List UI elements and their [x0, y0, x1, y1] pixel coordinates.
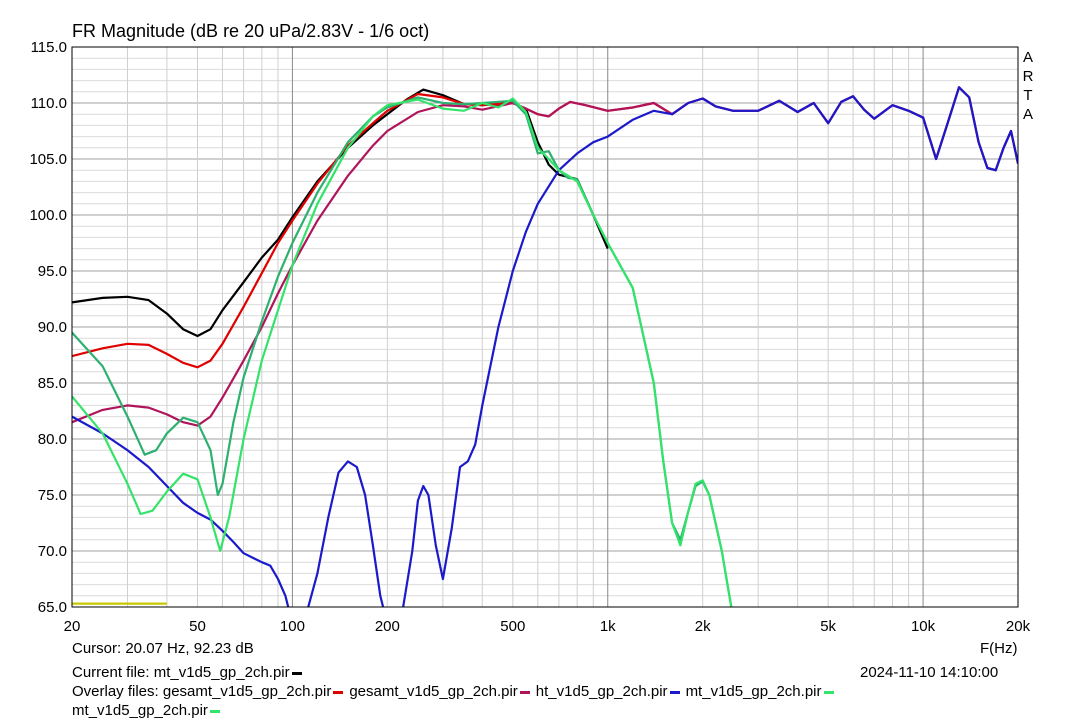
x-tick-label: 20 [64, 618, 81, 635]
y-tick-label: 65.0 [38, 599, 67, 616]
overlay-file-swatch [519, 690, 530, 694]
x-tick-label: 100 [280, 618, 305, 635]
y-tick-label: 85.0 [38, 375, 67, 392]
overlay-file-name: mt_v1d5_gp_2ch.pir [685, 683, 822, 700]
overlay-file-list: gesamt_v1d5_gp_2ch.pir gesamt_v1d5_gp_2ch… [163, 683, 840, 700]
arta-letter: T [1023, 87, 1033, 104]
current-file-swatch [291, 671, 302, 675]
current-file-label: Current file: mt_v1d5_gp_2ch.pir [72, 664, 290, 681]
overlay-file-name: gesamt_v1d5_gp_2ch.pir [162, 683, 332, 700]
tick-labels: 65.0 70.0 75.0 80.0 85.0 90.0 95.0 100.0 105.0 11… [29, 39, 1030, 635]
y-tick-label: 90.0 [38, 319, 67, 336]
x-tick-label: 20k [1006, 618, 1031, 635]
chart-title: FR Magnitude (dB re 20 uPa/2.83V - 1/6 o… [72, 21, 430, 41]
overlay-file-swatch [209, 709, 220, 713]
y-tick-label: 75.0 [38, 487, 67, 504]
overlay-files-label: Overlay files: [72, 683, 159, 700]
x-axis-label: F(Hz) [980, 640, 1018, 657]
series-line [72, 88, 609, 338]
arta-letter: A [1022, 106, 1033, 123]
arta-letter: A [1022, 49, 1033, 66]
plot-frame [71, 46, 1019, 608]
arta-brand: A R T A [1021, 48, 1035, 124]
y-tick-label: 70.0 [38, 543, 67, 560]
grid [71, 46, 1019, 608]
series-line [72, 86, 1018, 607]
curves [72, 86, 1018, 607]
timestamp: 2024-11-10 14:10:00 [860, 664, 999, 681]
y-tick-label: 115.0 [31, 39, 67, 56]
x-tick-label: 2k [695, 618, 711, 635]
overlay-files-continued: mt_v1d5_gp_2ch.pir [72, 702, 226, 719]
x-tick-label: 1k [600, 618, 616, 635]
x-tick-label: 200 [375, 618, 400, 635]
overlay-file-swatch [333, 690, 344, 694]
series-line [72, 97, 733, 607]
y-tick-label: 100.0 [29, 207, 67, 224]
current-file: Current file: mt_v1d5_gp_2ch.pir [72, 664, 308, 681]
y-tick-label: 95.0 [38, 263, 67, 280]
x-tick-label: 5k [820, 618, 836, 635]
x-tick-label: 50 [189, 618, 206, 635]
overlay-file-name: gesamt_v1d5_gp_2ch.pir [349, 683, 518, 700]
x-tick-label: 10k [911, 618, 936, 635]
y-tick-label: 105.0 [29, 151, 67, 168]
arta-letter: R [1022, 68, 1034, 85]
overlay-file-swatch [669, 690, 680, 694]
y-tick-label: 80.0 [38, 431, 67, 448]
overlay-files: Overlay files: gesamt_v1d5_gp_2ch.pir ges… [72, 683, 840, 700]
overlay-file-swatch [823, 690, 834, 694]
x-tick-label: 500 [500, 618, 525, 635]
y-tick-label: 110.0 [31, 95, 67, 112]
overlay-file-name: ht_v1d5_gp_2ch.pir [535, 683, 668, 700]
cursor-readout: Cursor: 20.07 Hz, 92.23 dB [72, 640, 254, 657]
overlay-file-name: mt_v1d5_gp_2ch.pir [72, 702, 208, 719]
